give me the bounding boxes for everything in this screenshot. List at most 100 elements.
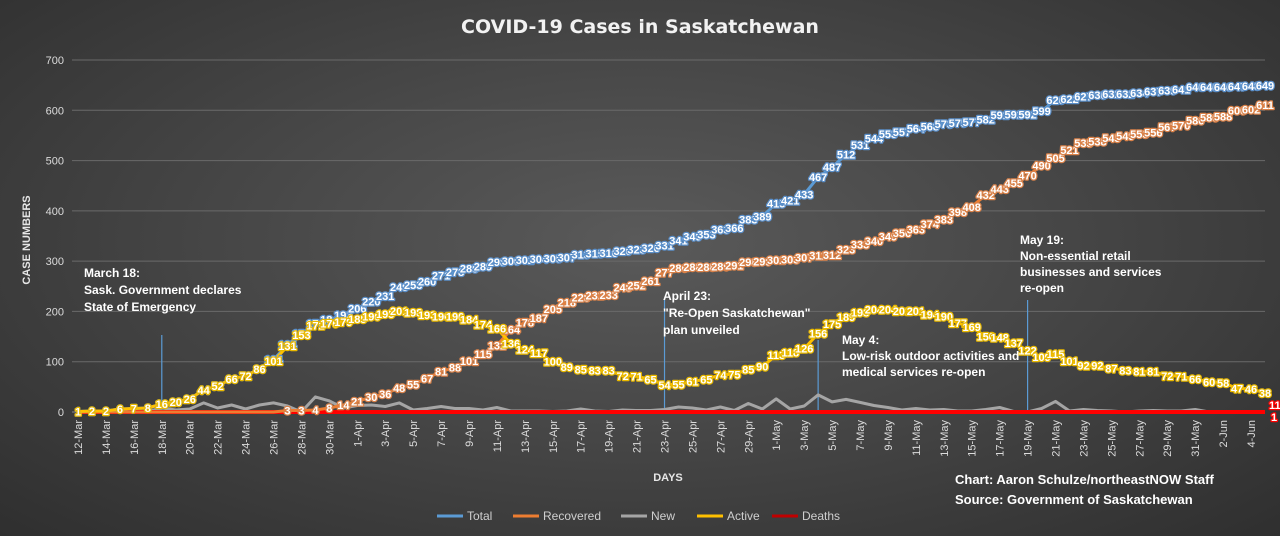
legend-label: Active (727, 509, 760, 523)
data-label-recovered: 3 (284, 405, 290, 417)
legend-label: Total (467, 509, 492, 523)
data-label-deaths: 1 (1271, 412, 1277, 424)
data-label-active: 65 (644, 374, 656, 386)
data-label-total: 632 (1102, 89, 1120, 101)
x-tick-label: 15-Apr (548, 420, 560, 453)
data-label-total: 467 (809, 172, 827, 184)
x-tick-label: 18-Mar (157, 420, 169, 455)
data-label-active: 8 (145, 403, 151, 415)
data-label-total: 304 (530, 254, 549, 266)
data-label-total: 176 (306, 318, 324, 330)
data-label-total: 544 (865, 133, 884, 145)
data-label-recovered: 187 (530, 313, 548, 325)
x-tick-label: 25-Apr (687, 420, 699, 453)
data-label-active: 156 (809, 329, 827, 341)
x-tick-label: 2-Jun (1218, 420, 1230, 448)
y-tick-label: 300 (46, 256, 64, 268)
data-label-total: 302 (516, 255, 534, 267)
x-tick-label: 7-Apr (436, 420, 448, 447)
data-label-total: 7 (131, 403, 137, 415)
data-label-active: 113 (767, 350, 785, 362)
chart-title: COVID-19 Cases in Saskatchewan (461, 16, 819, 38)
data-label-recovered: 115 (474, 349, 492, 361)
x-tick-label: 28-Mar (296, 420, 308, 455)
data-label-active: 72 (239, 371, 251, 383)
legend-label: Deaths (802, 509, 840, 523)
data-label-recovered: 307 (795, 253, 813, 265)
data-label-active: 101 (1060, 356, 1078, 368)
legend-item-recovered: Recovered (513, 509, 601, 523)
data-label-total: 300 (502, 256, 520, 268)
x-tick-label: 19-May (1023, 420, 1035, 457)
data-label-active: 92 (1077, 361, 1089, 373)
data-label-recovered: 588 (1214, 111, 1232, 123)
data-label-active: 44 (198, 385, 211, 397)
data-label-recovered: 611 (1256, 100, 1274, 112)
legend: Total Recovered New Active Deaths (437, 509, 840, 523)
data-label-total: 104 (264, 355, 283, 367)
data-label-total: 8 (145, 403, 151, 415)
data-label-total: 278 (446, 267, 464, 279)
data-label-active: 190 (432, 311, 450, 323)
x-tick-label: 23-May (1078, 420, 1090, 457)
data-label-total: 363 (711, 224, 729, 236)
data-label-recovered: 586 (1200, 112, 1218, 124)
data-label-recovered: 333 (851, 240, 869, 252)
data-label-active: 117 (530, 348, 548, 360)
data-label-active: 6 (117, 404, 123, 416)
data-label-active: 204 (865, 304, 884, 316)
data-label-active: 71 (630, 371, 642, 383)
data-label-recovered: 30 (365, 392, 377, 404)
data-label-active: 83 (1119, 365, 1131, 377)
data-label-recovered: 356 (893, 228, 911, 240)
data-label-total: 634 (1130, 88, 1149, 100)
data-label-active: 86 (253, 364, 265, 376)
data-label-active: 189 (837, 312, 855, 324)
data-label-total: 2 (103, 406, 109, 418)
data-label-active: 20 (170, 397, 182, 409)
data-label-total: 326 (641, 243, 659, 255)
data-label-total: 72 (239, 371, 251, 383)
data-label-total: 531 (851, 140, 869, 152)
data-label-active: 38 (1259, 388, 1271, 400)
x-tick-label: 24-Mar (241, 420, 253, 455)
data-label-recovered: 8 (326, 403, 332, 415)
annotation-text: May 19: (1020, 233, 1064, 247)
data-label-active: 61 (686, 376, 698, 388)
data-label-recovered: 261 (641, 276, 659, 288)
data-label-active: 26 (184, 394, 196, 406)
data-label-recovered: 383 (935, 214, 953, 226)
data-label-recovered: 218 (558, 297, 576, 309)
data-label-active: 148 (990, 333, 1008, 345)
data-label-recovered: 228 (572, 292, 590, 304)
data-label-total: 6 (117, 404, 123, 416)
annotation: March 18: Sask. Government declares State … (84, 266, 242, 314)
data-label-total: 627 (1074, 92, 1092, 104)
data-label-active: 153 (292, 330, 310, 342)
data-label-total: 231 (376, 291, 394, 303)
data-label-active: 166 (488, 324, 506, 336)
x-tick-label: 17-Apr (576, 420, 588, 453)
data-label-active: 89 (561, 362, 573, 374)
data-label-recovered: 602 (1242, 104, 1260, 116)
y-axis-ticks: 0 100 200 300 400 500 600 700 (46, 55, 64, 419)
data-label-recovered: 288 (683, 262, 701, 274)
legend-item-deaths: Deaths (772, 509, 840, 523)
data-label-active: 55 (672, 379, 684, 391)
data-label-recovered: 398 (949, 207, 967, 219)
data-label-recovered: 580 (1186, 115, 1204, 127)
data-label-active: 174 (474, 320, 493, 332)
data-label-total: 620 (1046, 95, 1064, 107)
data-label-recovered: 48 (393, 383, 405, 395)
y-tick-label: 400 (46, 206, 64, 218)
y-tick-label: 600 (46, 105, 64, 117)
data-label-recovered: 567 (1158, 122, 1176, 134)
x-tick-label: 27-Apr (715, 420, 727, 453)
x-tick-label: 19-Apr (604, 420, 616, 453)
data-label-recovered: 36 (379, 389, 391, 401)
data-label-total: 220 (362, 296, 380, 308)
data-label-total: 341 (669, 236, 687, 248)
data-label-recovered: 490 (1032, 161, 1050, 173)
data-label-recovered: 323 (837, 245, 855, 257)
